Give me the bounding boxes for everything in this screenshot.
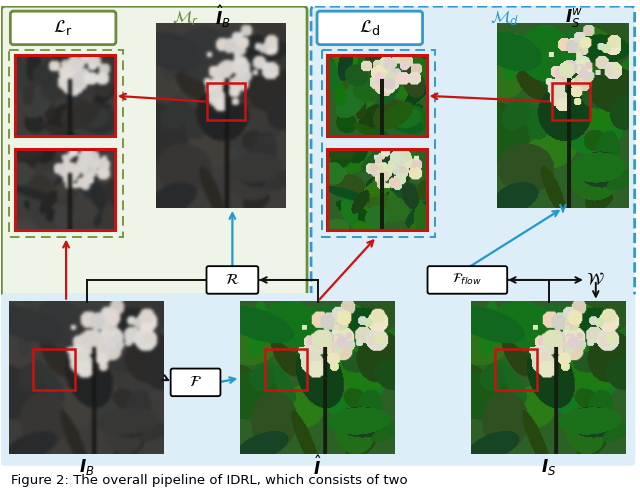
- Bar: [15, 149, 115, 230]
- Bar: [33, 349, 75, 390]
- Text: $\mathcal{L}_{\mathrm{d}}$: $\mathcal{L}_{\mathrm{d}}$: [359, 18, 381, 38]
- Text: Figure 2: The overall pipeline of IDRL, which consists of two: Figure 2: The overall pipeline of IDRL, …: [12, 474, 408, 487]
- Bar: [552, 83, 590, 120]
- Text: $\mathcal{F}$: $\mathcal{F}$: [189, 375, 202, 390]
- FancyBboxPatch shape: [1, 6, 307, 296]
- Text: $\mathcal{L}_{\mathrm{r}}$: $\mathcal{L}_{\mathrm{r}}$: [53, 18, 73, 38]
- Text: $\mathcal{R}$: $\mathcal{R}$: [225, 273, 239, 287]
- FancyBboxPatch shape: [428, 266, 507, 294]
- Text: $\mathcal{F}_{flow}$: $\mathcal{F}_{flow}$: [452, 272, 483, 288]
- FancyBboxPatch shape: [1, 294, 635, 465]
- FancyBboxPatch shape: [311, 6, 635, 296]
- Text: $\mathcal{M}_r$: $\mathcal{M}_r$: [172, 7, 199, 27]
- FancyBboxPatch shape: [10, 11, 116, 45]
- Bar: [207, 83, 245, 120]
- Bar: [495, 349, 537, 390]
- FancyBboxPatch shape: [317, 11, 422, 45]
- Text: $\boldsymbol{I}_S$: $\boldsymbol{I}_S$: [541, 457, 556, 477]
- Text: $\mathcal{W}$: $\mathcal{W}$: [586, 271, 605, 289]
- Bar: [327, 149, 426, 230]
- Text: $\mathcal{M}_d$: $\mathcal{M}_d$: [490, 7, 518, 27]
- FancyBboxPatch shape: [171, 369, 220, 396]
- Bar: [327, 55, 426, 136]
- FancyBboxPatch shape: [207, 266, 259, 294]
- Bar: [265, 349, 307, 390]
- Bar: [15, 55, 115, 136]
- Text: $\hat{\boldsymbol{I}}_B$: $\hat{\boldsymbol{I}}_B$: [214, 4, 230, 30]
- Text: $\hat{\boldsymbol{I}}$: $\hat{\boldsymbol{I}}$: [313, 455, 322, 479]
- Text: $\boldsymbol{I}_B$: $\boldsymbol{I}_B$: [79, 457, 94, 477]
- Text: $\boldsymbol{I}_S^w$: $\boldsymbol{I}_S^w$: [565, 5, 583, 29]
